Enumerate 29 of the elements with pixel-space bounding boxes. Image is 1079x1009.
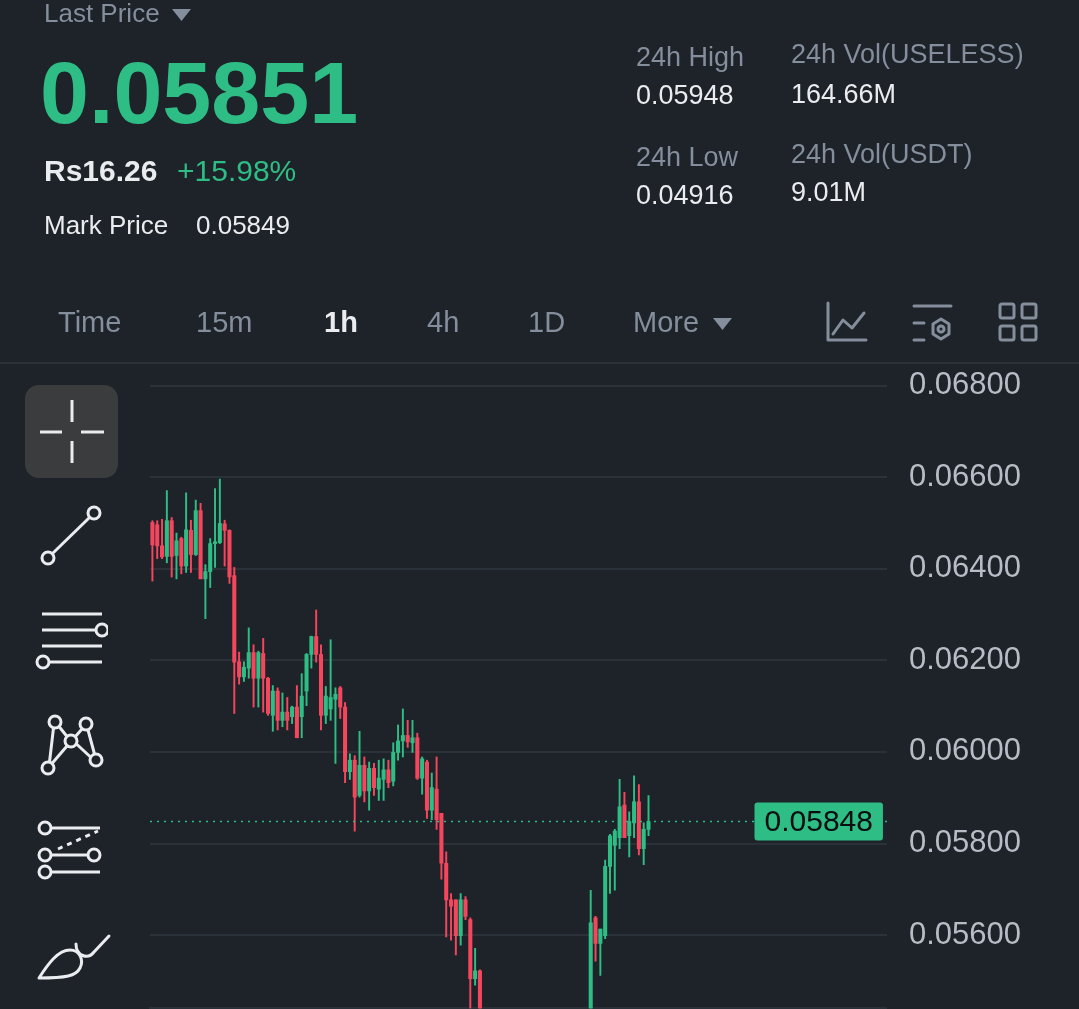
text: Rs16.26 [44, 154, 158, 187]
text: 1D [528, 306, 566, 338]
text: 0.04916 [636, 180, 734, 210]
text: 24h Vol(USDT) [791, 139, 973, 169]
text: Last Price [44, 0, 160, 28]
text: 1h [324, 306, 358, 338]
candlestick [212, 488, 218, 568]
text: 164.66M [791, 79, 897, 109]
text: Time [58, 306, 122, 338]
y-tick-label: 0.06800 [908, 366, 1022, 402]
text: +15.98% [177, 154, 297, 187]
y-tick-label: 0.06600 [908, 457, 1022, 493]
text: 0.05948 [636, 80, 734, 110]
text: 15m [196, 306, 253, 338]
text: 24h Vol(USELESS) [791, 39, 1024, 69]
ref-line-label: 0.05848 [764, 803, 873, 837]
text: 24h High [636, 42, 745, 72]
text: 0.05851 [40, 43, 359, 142]
y-tick-label: 0.06200 [908, 640, 1022, 676]
y-tick-label: 0.06400 [908, 549, 1022, 585]
y-tick-label: 0.05800 [908, 824, 1022, 860]
text: 24h Low [636, 142, 739, 172]
y-tick-label: 0.05600 [908, 915, 1022, 951]
text: 0.05849 [196, 210, 290, 240]
text: 4h [427, 306, 460, 338]
text: 9.01M [791, 177, 867, 207]
y-tick-label: 0.06000 [908, 732, 1022, 768]
text: More [633, 306, 700, 338]
text: Mark Price [44, 210, 169, 240]
